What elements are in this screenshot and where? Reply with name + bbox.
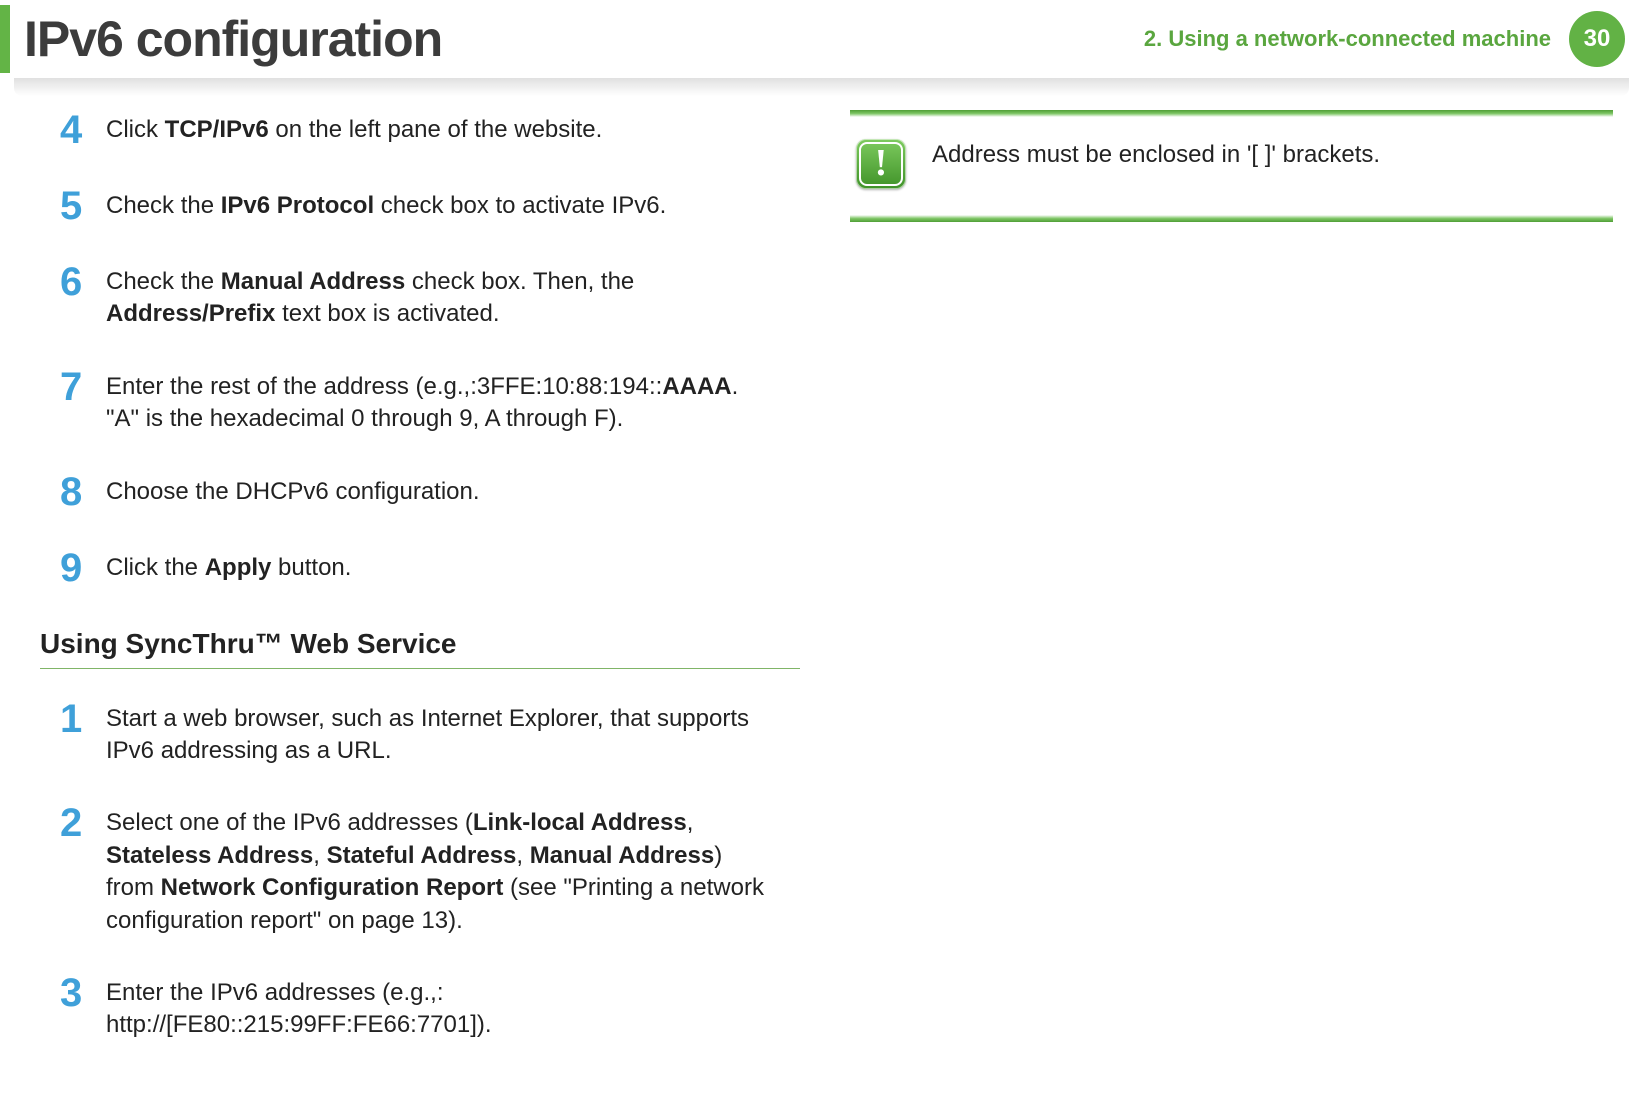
step-item: 9 Click the Apply button. xyxy=(60,548,770,588)
step-number: 3 xyxy=(60,973,106,1042)
step-text: Select one of the IPv6 addresses (Link-l… xyxy=(106,803,770,937)
step-number: 8 xyxy=(60,472,106,512)
step-text: Start a web browser, such as Internet Ex… xyxy=(106,699,770,768)
step-number: 9 xyxy=(60,548,106,588)
chapter-label: 2. Using a network-connected machine xyxy=(1144,26,1551,52)
step-text: Choose the DHCPv6 configuration. xyxy=(106,472,480,512)
exclamation-icon: ! xyxy=(856,139,906,189)
right-column: ! Address must be enclosed in '[ ]' brac… xyxy=(810,110,1623,1078)
callout-bottom-bar xyxy=(850,215,1613,222)
header-shadow xyxy=(14,78,1629,96)
page-title: IPv6 configuration xyxy=(24,10,442,68)
step-item: 1 Start a web browser, such as Internet … xyxy=(60,699,770,768)
step-number: 5 xyxy=(60,186,106,226)
header-accent-bar xyxy=(0,5,10,73)
step-text: Click the Apply button. xyxy=(106,548,351,588)
callout-text: Address must be enclosed in '[ ]' bracke… xyxy=(932,139,1380,169)
step-item: 8 Choose the DHCPv6 configuration. xyxy=(60,472,770,512)
step-text: Enter the rest of the address (e.g.,:3FF… xyxy=(106,367,770,436)
step-item: 5 Check the IPv6 Protocol check box to a… xyxy=(60,186,770,226)
step-number: 2 xyxy=(60,803,106,937)
left-column: 4 Click TCP/IPv6 on the left pane of the… xyxy=(20,110,810,1078)
step-text: Check the IPv6 Protocol check box to act… xyxy=(106,186,666,226)
step-item: 7 Enter the rest of the address (e.g.,:3… xyxy=(60,367,770,436)
page-header: IPv6 configuration 2. Using a network-co… xyxy=(0,0,1643,78)
step-item: 4 Click TCP/IPv6 on the left pane of the… xyxy=(60,110,770,150)
step-number: 4 xyxy=(60,110,106,150)
header-left: IPv6 configuration xyxy=(0,5,442,73)
step-item: 2 Select one of the IPv6 addresses (Link… xyxy=(60,803,770,937)
content-columns: 4 Click TCP/IPv6 on the left pane of the… xyxy=(0,110,1643,1078)
step-item: 6 Check the Manual Address check box. Th… xyxy=(60,262,770,331)
step-text: Check the Manual Address check box. Then… xyxy=(106,262,770,331)
step-text: Click TCP/IPv6 on the left pane of the w… xyxy=(106,110,602,150)
section-heading: Using SyncThru™ Web Service xyxy=(40,628,800,669)
exclamation-glyph: ! xyxy=(856,141,906,185)
callout-body: ! Address must be enclosed in '[ ]' brac… xyxy=(850,117,1613,215)
callout-top-bar xyxy=(850,110,1613,117)
step-number: 1 xyxy=(60,699,106,768)
step-text: Enter the IPv6 addresses (e.g.,: http://… xyxy=(106,973,770,1042)
note-callout: ! Address must be enclosed in '[ ]' brac… xyxy=(850,110,1613,222)
spacer xyxy=(20,669,770,699)
header-right: 2. Using a network-connected machine 30 xyxy=(1144,11,1625,67)
step-number: 7 xyxy=(60,367,106,436)
page-number-badge: 30 xyxy=(1569,11,1625,67)
step-item: 3 Enter the IPv6 addresses (e.g.,: http:… xyxy=(60,973,770,1042)
step-number: 6 xyxy=(60,262,106,331)
